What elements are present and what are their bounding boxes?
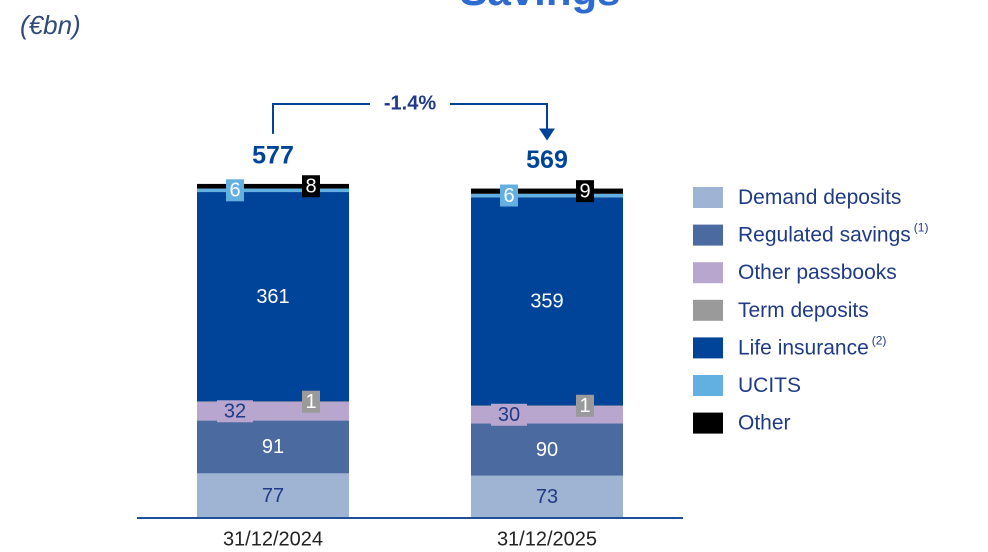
legend-swatch	[693, 375, 723, 396]
legend-label: Demand deposits	[738, 186, 901, 209]
legend-name: Other passbooks	[738, 261, 897, 284]
data-label: 77	[262, 485, 284, 507]
data-label-box	[576, 180, 594, 203]
bar-segment	[197, 420, 349, 474]
bar-segment	[197, 188, 349, 193]
legend-label: Regulated savings (1)	[738, 221, 928, 246]
legend-footnote: (2)	[872, 334, 887, 348]
arrow-head	[539, 128, 555, 141]
annotation: -1.4%	[384, 92, 436, 114]
data-label: 90	[536, 439, 558, 461]
data-label: 6	[503, 185, 514, 207]
legend-name: Life insurance	[738, 336, 869, 359]
data-label: 359	[530, 291, 563, 313]
bar-segment	[471, 475, 623, 518]
legend-name: Other	[738, 411, 791, 434]
x-tick-label: 31/12/2025	[497, 528, 597, 550]
legend-label: Life insurance (2)	[738, 334, 886, 359]
legend-name: Regulated savings	[738, 223, 911, 246]
legend-swatch	[693, 187, 723, 208]
legend-label: Other passbooks	[738, 261, 897, 284]
legend-footnote: (1)	[914, 221, 929, 235]
data-label: 30	[498, 404, 520, 426]
total-label: 577	[252, 142, 294, 170]
bar-segment	[197, 473, 349, 518]
legend-name: UCITS	[738, 374, 801, 397]
bar-segment	[197, 192, 349, 402]
legend-label: Other	[738, 411, 791, 434]
data-label: 91	[262, 436, 284, 458]
legend-swatch	[693, 299, 723, 321]
data-label-box	[302, 175, 320, 198]
legend-swatch	[693, 412, 723, 434]
data-label-box	[226, 179, 244, 202]
bar-segment	[471, 193, 623, 198]
bar-segment	[197, 401, 349, 402]
bar-segment	[197, 183, 349, 189]
data-label: 1	[305, 391, 316, 413]
data-label-box	[491, 403, 527, 426]
data-label: 8	[305, 176, 316, 198]
legend-label: Term deposits	[738, 298, 869, 321]
bar-segment	[471, 197, 623, 406]
data-label: 6	[229, 180, 240, 202]
x-tick-label: 31/12/2024	[223, 528, 323, 550]
legend-name: Term deposits	[738, 298, 869, 321]
data-label-box	[500, 184, 518, 207]
data-label-box	[217, 400, 253, 423]
legend-swatch	[693, 224, 723, 246]
legend-swatch	[693, 337, 723, 359]
bar-segment	[471, 423, 623, 476]
legend-name: Demand deposits	[738, 186, 901, 209]
data-label: 32	[224, 401, 246, 423]
chart-title: Savings	[459, 0, 620, 14]
bar-segment	[471, 188, 623, 194]
chart-subtitle: (€bn)	[20, 10, 81, 40]
data-label: 1	[579, 395, 590, 417]
legend-label: UCITS	[738, 374, 801, 397]
data-label: 9	[579, 180, 590, 202]
data-label: 361	[256, 286, 289, 308]
total-label: 569	[526, 146, 568, 174]
data-label: 73	[536, 486, 558, 508]
bar-segment	[471, 405, 623, 407]
data-label-box	[576, 394, 594, 417]
data-label-box	[302, 390, 320, 413]
annotation-bg	[370, 90, 450, 118]
legend-swatch	[693, 262, 723, 284]
